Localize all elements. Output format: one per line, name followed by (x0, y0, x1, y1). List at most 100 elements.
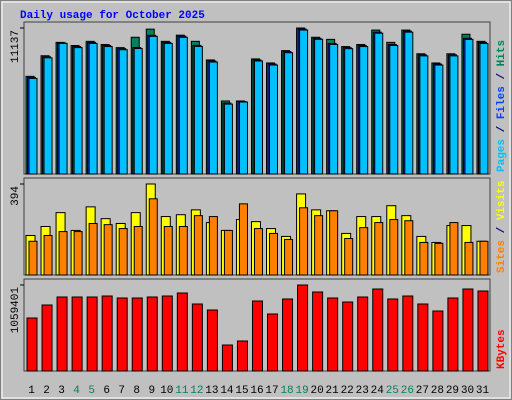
bar (314, 215, 324, 276)
bar (193, 215, 203, 276)
x-tick-label: 11 (175, 385, 189, 397)
bar (464, 241, 474, 276)
bar (148, 198, 158, 276)
x-tick-label: 1 (28, 385, 35, 397)
bar (402, 295, 414, 372)
bar (176, 292, 188, 372)
bar (193, 45, 203, 175)
x-tick-label: 3 (58, 385, 65, 397)
bar (312, 291, 324, 372)
x-tick-label: 15 (235, 385, 248, 397)
x-tick-label: 14 (220, 385, 234, 397)
x-tick-label: 18 (280, 385, 293, 397)
bar (374, 32, 384, 175)
legend-entry: Files (496, 86, 508, 119)
bar (208, 61, 218, 175)
bar (449, 222, 459, 276)
bar (86, 296, 98, 372)
bar (284, 238, 294, 276)
bar (314, 38, 324, 175)
bar (267, 313, 279, 372)
chart-title: Daily usage for October 2025 (20, 10, 205, 22)
bar (88, 222, 98, 276)
legend: Pages / Files / Hits (496, 40, 508, 172)
x-tick-label: 12 (190, 385, 203, 397)
bar (133, 48, 143, 175)
legend-separator: / (496, 119, 508, 139)
x-tick-label: 30 (461, 385, 474, 397)
bar (479, 240, 489, 276)
bar (163, 42, 173, 175)
x-tick-label: 2 (43, 385, 50, 397)
bar (404, 31, 414, 175)
x-tick-label: 9 (148, 385, 155, 397)
bar (342, 301, 354, 372)
bar (221, 344, 233, 372)
x-tick-label: 8 (133, 385, 140, 397)
bar (73, 47, 83, 175)
legend-separator: / (496, 220, 508, 240)
bar (434, 64, 444, 175)
y-tick-label: 1059401 (10, 287, 22, 334)
legend-entry: Visits (496, 181, 508, 221)
bar (118, 228, 128, 276)
x-tick-label: 31 (476, 385, 490, 397)
bar (238, 203, 248, 276)
bar (297, 284, 309, 372)
y-tick-label: 394 (10, 186, 22, 206)
bar (28, 77, 38, 175)
x-tick-label: 4 (73, 385, 80, 397)
bar (449, 55, 459, 175)
x-tick-label: 27 (416, 385, 429, 397)
bar (26, 317, 38, 372)
x-tick-label: 7 (118, 385, 125, 397)
x-tick-label: 28 (431, 385, 444, 397)
bar (161, 295, 173, 372)
bar (389, 219, 399, 276)
bar (236, 340, 248, 372)
bar (103, 224, 113, 276)
legend-entry: Sites (496, 240, 508, 273)
x-tick-label: 5 (88, 385, 95, 397)
bar (101, 295, 113, 372)
bar (133, 225, 143, 276)
x-tick-label: 24 (371, 385, 385, 397)
bar (56, 296, 68, 372)
bar (208, 216, 218, 276)
bar (417, 303, 429, 372)
legend: KBytes (496, 329, 508, 369)
bar (41, 304, 53, 372)
bar (88, 42, 98, 175)
x-tick-label: 16 (250, 385, 263, 397)
bar (103, 46, 113, 175)
x-tick-label: 21 (326, 385, 340, 397)
x-tick-label: 19 (295, 385, 308, 397)
bar (389, 45, 399, 175)
bar (329, 210, 339, 276)
legend-entry: Hits (496, 40, 508, 66)
bar (419, 241, 429, 276)
bar (178, 225, 188, 276)
bar (434, 242, 444, 276)
bar (58, 231, 68, 276)
bar (357, 296, 369, 372)
bar (269, 64, 279, 175)
bar (479, 42, 489, 175)
bar (432, 310, 444, 372)
bar (43, 57, 53, 175)
bar (387, 298, 399, 372)
bar (118, 49, 128, 175)
bar (269, 232, 279, 276)
bar (359, 227, 369, 276)
bar (178, 36, 188, 175)
x-tick-label: 6 (103, 385, 110, 397)
bar (223, 229, 233, 276)
bar (464, 38, 474, 175)
bar (359, 46, 369, 175)
bar (419, 55, 429, 175)
bar (28, 240, 38, 276)
legend-entry: Pages (496, 139, 508, 172)
bar (344, 48, 354, 175)
x-tick-label: 10 (160, 385, 173, 397)
